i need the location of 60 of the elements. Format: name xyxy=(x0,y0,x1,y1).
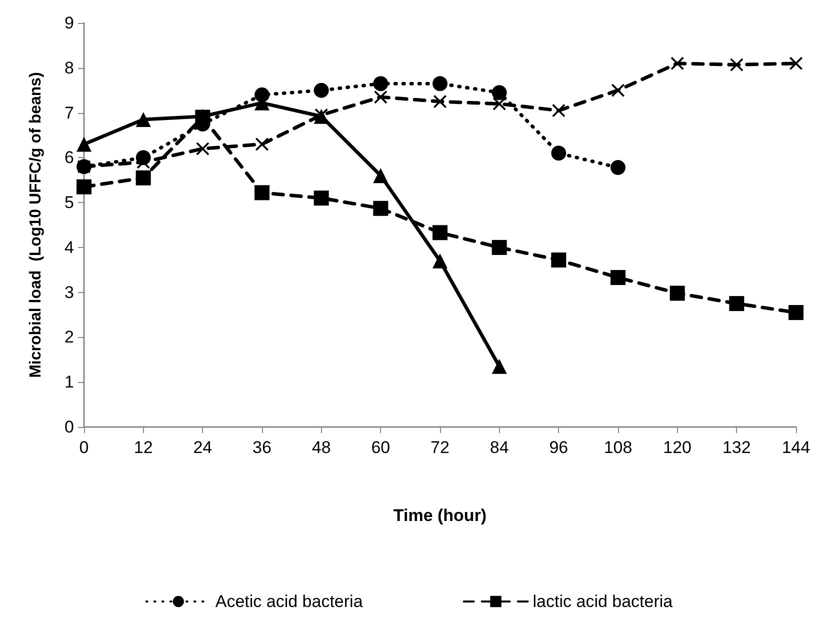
x-tick-label: 36 xyxy=(252,438,272,457)
point xyxy=(76,136,92,152)
point xyxy=(492,85,507,100)
y-tick-label: 6 xyxy=(64,148,74,168)
y-tick-label: 0 xyxy=(64,418,74,436)
point xyxy=(373,168,388,184)
legend-label: Acetic acid bacteria xyxy=(215,592,364,611)
x-tick-label: 72 xyxy=(430,438,450,457)
point xyxy=(612,84,624,97)
x-tick-label: 132 xyxy=(722,438,751,457)
x-tick-label: 108 xyxy=(604,438,632,457)
point xyxy=(432,76,448,92)
point xyxy=(670,286,685,301)
point xyxy=(374,90,388,104)
y-axis-title: Microbial load (Log10 UFFC/g of beans) xyxy=(28,72,44,378)
point xyxy=(492,240,507,255)
x-axis-title: Time (hour) xyxy=(393,506,487,525)
point xyxy=(196,142,210,156)
point xyxy=(136,112,151,128)
point xyxy=(432,253,448,268)
x-tick-label: 24 xyxy=(193,438,212,457)
x-tick-label: 0 xyxy=(79,438,89,457)
point xyxy=(492,97,506,110)
point xyxy=(492,358,507,374)
x-tick-label: 48 xyxy=(312,438,331,457)
y-tick-label: 4 xyxy=(64,238,74,257)
y-tick-label: 3 xyxy=(64,282,74,302)
x-tick-label: 120 xyxy=(663,438,692,457)
y-tick-label: 8 xyxy=(64,58,74,78)
y-tick-label: 9 xyxy=(64,14,74,32)
y-tick-label: 7 xyxy=(64,103,74,122)
point xyxy=(76,179,92,194)
point xyxy=(551,146,566,161)
point xyxy=(256,138,268,151)
point xyxy=(610,270,626,286)
y-tick-label: 2 xyxy=(64,328,74,347)
x-tick-label: 144 xyxy=(782,438,810,457)
point xyxy=(434,95,446,108)
y-tick-label: 1 xyxy=(64,372,74,392)
x-tick-label: 12 xyxy=(134,438,153,457)
point xyxy=(788,305,804,320)
point xyxy=(254,185,270,200)
point xyxy=(373,76,388,92)
point xyxy=(373,200,388,216)
point xyxy=(790,56,802,70)
point xyxy=(314,82,329,98)
point xyxy=(552,104,566,118)
legend-label: lactic acid bacteria xyxy=(532,592,674,611)
x-tick-label: 84 xyxy=(490,438,509,457)
point xyxy=(730,58,744,72)
point xyxy=(551,252,566,268)
point xyxy=(610,160,626,176)
x-tick-label: 96 xyxy=(549,438,568,457)
point xyxy=(729,296,744,312)
x-tick-label: 60 xyxy=(371,438,390,457)
point xyxy=(432,225,448,240)
point xyxy=(670,56,684,70)
y-tick-label: 5 xyxy=(64,193,74,212)
point xyxy=(314,190,329,206)
point xyxy=(136,170,151,186)
